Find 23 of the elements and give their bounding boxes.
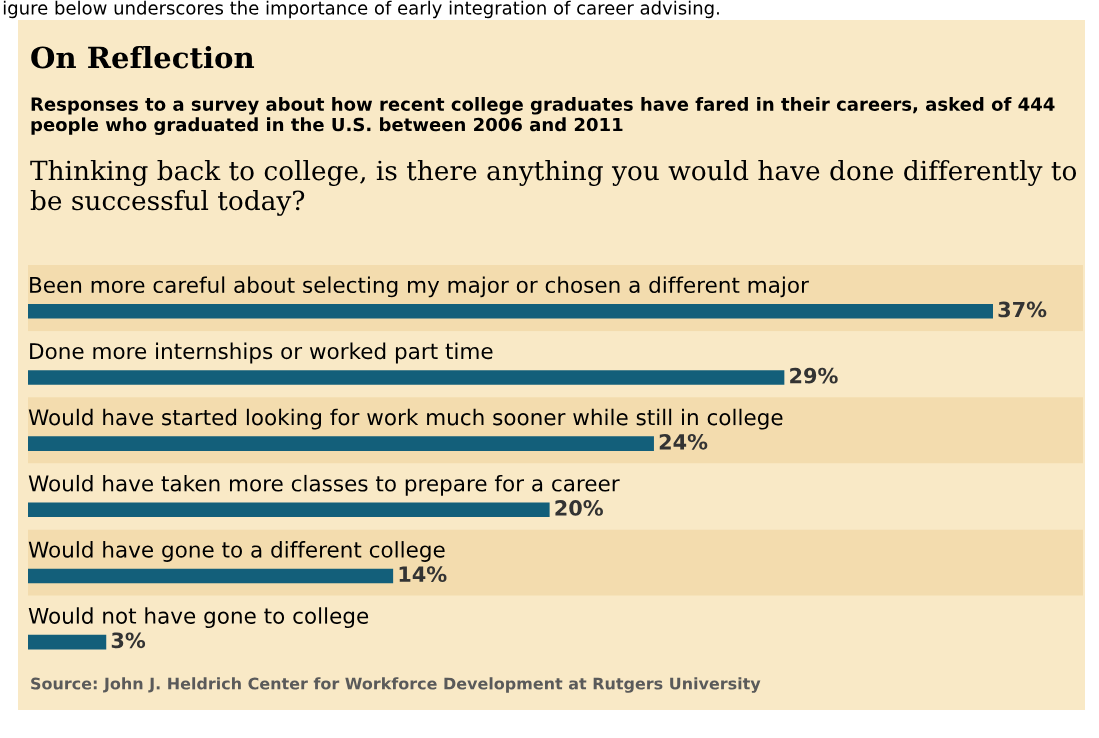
bar [28,304,993,319]
text: Thinking back to college, is there anything you would have done differently to be successful today? [30,160,1077,216]
chart-title: On Reflection [31,45,255,69]
data-label: 37% [998,301,1047,318]
data-label: 3% [111,632,146,649]
bar [28,634,107,650]
bar [28,370,785,385]
y-tick-label: Would not have gone to college [28,607,369,629]
y-tick-label: Would have started looking for work much sooner while still in college [28,408,783,430]
chart-subtitle: Responses to a survey about how recent college graduates have fared in their careers, asked of 444 people who graduated in the U.S. between 2006 and 2011 [31,97,1055,135]
bar [28,502,550,518]
data-label: 20% [555,500,603,516]
data-label: 29% [790,367,838,384]
data-label: 24% [659,433,708,450]
source-note: Source: John J. Heldrich Center for Workforce Development at Rutgers University [31,677,761,693]
y-tick-label: Would have taken more classes to prepare for a career [28,474,620,496]
data-label: 14% [399,566,447,583]
bar [28,436,654,451]
y-tick-label: Would have gone to a different college [28,541,445,562]
y-tick-label: Done more internships or worked part time [30,342,493,364]
text: igure below underscores the importance of early integration of career advising. [3,0,719,19]
bar [28,568,394,584]
y-tick-label: Been more careful about selecting my major or chosen a different major [30,276,809,298]
